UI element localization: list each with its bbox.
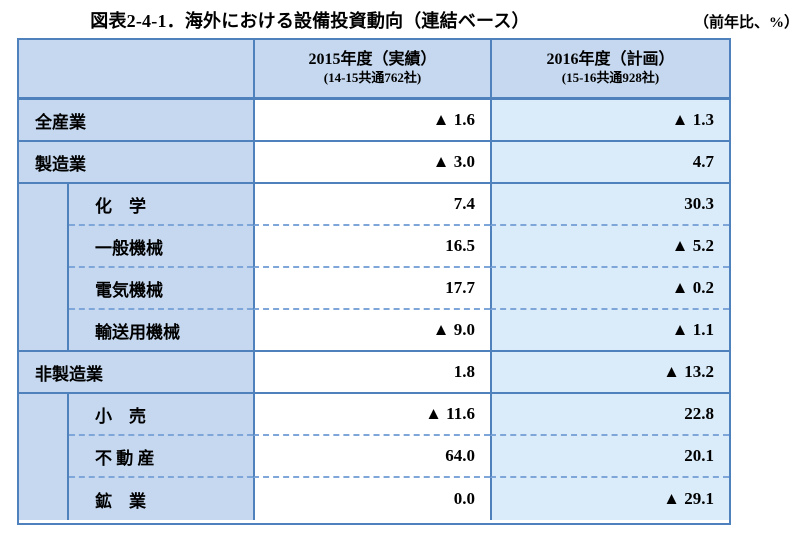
row-label: 鉱 業 [69, 478, 253, 520]
value-2016: ▲ 5.2 [490, 226, 729, 268]
table-row-real-estate: 不 動 産 64.0 20.1 [19, 436, 729, 478]
col-header-2015-sublabel: (14-15共通762社) [323, 70, 422, 86]
value-2016: 4.7 [490, 142, 729, 184]
row-indent [19, 226, 69, 268]
value-2015: ▲ 1.6 [253, 100, 490, 142]
table-row-all-industries: 全産業 ▲ 1.6 ▲ 1.3 [19, 100, 729, 142]
table-header-row: 2015年度（実績） (14-15共通762社) 2016年度（計画） (15-… [19, 40, 729, 100]
row-label: 化 学 [69, 184, 253, 226]
col-header-2016-label: 2016年度（計画） [546, 51, 675, 69]
col-header-2015-label: 2015年度（実績） [308, 51, 437, 69]
table-row-general-machinery: 一般機械 16.5 ▲ 5.2 [19, 226, 729, 268]
figure-title: 図表2-4-1．海外における設備投資動向（連結ベース） [90, 11, 530, 31]
row-indent [19, 310, 69, 352]
value-2016: 22.8 [490, 394, 729, 436]
value-2016: ▲ 1.3 [490, 100, 729, 142]
table-row-electrical-machinery: 電気機械 17.7 ▲ 0.2 [19, 268, 729, 310]
value-2016: ▲ 1.1 [490, 310, 729, 352]
table-row-non-manufacturing: 非製造業 1.8 ▲ 13.2 [19, 352, 729, 394]
value-2016: ▲ 29.1 [490, 478, 729, 520]
value-2016: ▲ 0.2 [490, 268, 729, 310]
value-2016: 30.3 [490, 184, 729, 226]
value-2015: 7.4 [253, 184, 490, 226]
table-body: 全産業 ▲ 1.6 ▲ 1.3 製造業 ▲ 3.0 4.7 化 学 7.4 30… [19, 100, 729, 520]
investment-table: 2015年度（実績） (14-15共通762社) 2016年度（計画） (15-… [17, 38, 731, 525]
col-header-2016: 2016年度（計画） (15-16共通928社) [490, 40, 729, 97]
row-label: 電気機械 [69, 268, 253, 310]
value-2015: ▲ 9.0 [253, 310, 490, 352]
table-row-transport-machinery: 輸送用機械 ▲ 9.0 ▲ 1.1 [19, 310, 729, 352]
row-label: 全産業 [19, 100, 253, 142]
row-indent [19, 436, 69, 478]
col-header-2015: 2015年度（実績） (14-15共通762社) [253, 40, 490, 97]
value-2016: ▲ 13.2 [490, 352, 729, 394]
row-label: 輸送用機械 [69, 310, 253, 352]
table-row-retail: 小 売 ▲ 11.6 22.8 [19, 394, 729, 436]
row-label: 非製造業 [19, 352, 253, 394]
table-row-chemicals: 化 学 7.4 30.3 [19, 184, 729, 226]
row-label: 小 売 [69, 394, 253, 436]
value-2015: 1.8 [253, 352, 490, 394]
value-2015: ▲ 3.0 [253, 142, 490, 184]
table-row-mining: 鉱 業 0.0 ▲ 29.1 [19, 478, 729, 520]
row-indent [19, 268, 69, 310]
value-2016: 20.1 [490, 436, 729, 478]
row-indent [19, 394, 69, 436]
row-indent [19, 478, 69, 520]
unit-note: （前年比、%） [693, 15, 799, 31]
row-label: 不 動 産 [69, 436, 253, 478]
value-2015: 17.7 [253, 268, 490, 310]
value-2015: 16.5 [253, 226, 490, 268]
col-header-category [19, 40, 253, 97]
table-row-manufacturing: 製造業 ▲ 3.0 4.7 [19, 142, 729, 184]
value-2015: 64.0 [253, 436, 490, 478]
value-2015: ▲ 11.6 [253, 394, 490, 436]
col-header-2016-sublabel: (15-16共通928社) [561, 70, 660, 86]
row-label: 一般機械 [69, 226, 253, 268]
row-indent [19, 184, 69, 226]
value-2015: 0.0 [253, 478, 490, 520]
row-label: 製造業 [19, 142, 253, 184]
